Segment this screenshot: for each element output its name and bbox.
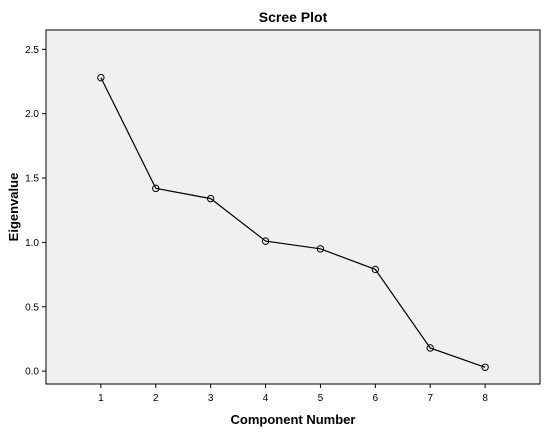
data-point-5 bbox=[316, 245, 325, 253]
y-tick-label: 2.5 bbox=[25, 45, 39, 56]
data-point-7 bbox=[426, 344, 434, 352]
x-tick-label: 3 bbox=[208, 393, 214, 404]
plot-area bbox=[45, 29, 541, 385]
x-axis-label: Component Number bbox=[231, 412, 356, 427]
x-tick-label: 4 bbox=[263, 393, 269, 404]
x-tick-label: 1 bbox=[98, 393, 104, 404]
data-point-3 bbox=[206, 194, 215, 203]
y-tick-label: 0.0 bbox=[25, 367, 39, 378]
data-point-1 bbox=[97, 73, 105, 82]
data-point-6 bbox=[371, 265, 380, 274]
y-axis-label: Eigenvalue bbox=[6, 173, 21, 242]
data-point-2 bbox=[152, 184, 160, 193]
x-tick-label: 2 bbox=[153, 393, 159, 404]
x-tick-label: 7 bbox=[427, 393, 433, 404]
data-point-8 bbox=[481, 363, 489, 371]
data-point-4 bbox=[261, 237, 270, 245]
y-axis-ticks: 0.0 0.5 1.0 1.5 2.0 2.5 bbox=[25, 45, 46, 378]
x-tick-label: 5 bbox=[318, 393, 324, 404]
y-tick-label: 1.5 bbox=[25, 174, 39, 185]
y-tick-label: 0.5 bbox=[25, 302, 39, 313]
x-axis-ticks: 1 2 3 4 5 6 7 8 bbox=[98, 384, 488, 404]
data-points bbox=[97, 73, 489, 371]
x-tick-label: 6 bbox=[373, 393, 379, 404]
series-line bbox=[100, 77, 486, 368]
y-tick-label: 1.0 bbox=[25, 238, 39, 249]
chart-title: Scree Plot bbox=[259, 9, 328, 25]
x-tick-label: 8 bbox=[482, 393, 488, 404]
y-tick-label: 2.0 bbox=[25, 109, 39, 120]
